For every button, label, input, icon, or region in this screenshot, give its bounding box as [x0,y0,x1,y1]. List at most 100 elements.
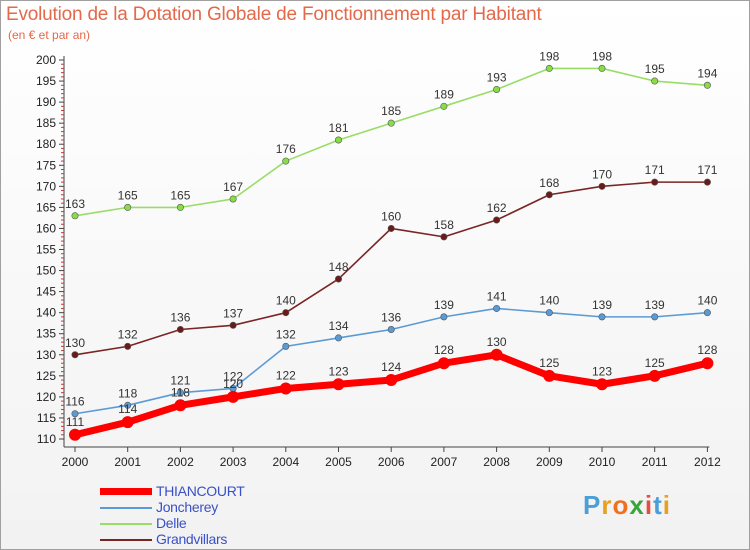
data-label: 170 [592,167,612,181]
legend-label-grandvillars: Grandvillars [156,531,228,547]
data-point [174,399,187,412]
logo-letter: x [629,490,645,520]
chart-title: Evolution de la Dotation Globale de Fonc… [6,4,542,25]
chart-subtitle: (en € et par an) [8,28,91,42]
x-tick-label: 2011 [642,455,668,469]
data-point [493,85,501,93]
data-point [490,348,503,361]
data-label: 130 [487,335,507,349]
data-point [385,374,398,387]
data-point [545,309,553,317]
data-point [334,136,342,144]
data-label: 167 [223,180,243,194]
y-tick-label: 125 [36,369,56,383]
data-point [71,351,79,359]
data-point [440,233,448,241]
data-label: 136 [381,311,401,325]
data-point [648,369,661,382]
data-point [279,382,292,395]
legend-swatch-thiancourt [100,488,152,495]
data-point [387,326,395,334]
data-point [440,313,448,321]
logo-letter: t [653,490,663,520]
y-tick-label: 200 [36,53,56,67]
data-label: 136 [170,311,190,325]
legend-swatch-delle [100,523,152,525]
y-tick-label: 120 [36,390,56,404]
y-tick-label: 185 [36,116,56,130]
data-point [387,119,395,127]
data-label: 118 [171,385,190,399]
data-point [651,77,659,85]
data-point [282,342,290,350]
data-label: 139 [592,298,612,312]
data-label: 123 [328,364,348,378]
data-label: 137 [223,306,243,320]
data-label: 114 [118,402,137,416]
data-label: 160 [381,209,401,223]
y-tick-label: 145 [36,285,56,299]
legend-swatch-grandvillars [100,539,152,541]
legend-label-thiancourt: THIANCOURT [156,483,245,499]
data-point [387,224,395,232]
data-point [703,178,711,186]
data-label: 140 [697,294,717,308]
data-label: 128 [697,343,717,357]
y-tick-label: 115 [37,411,56,425]
y-tick-label: 170 [36,179,56,193]
data-label: 132 [118,327,138,341]
data-point [598,64,606,72]
data-point [229,195,237,203]
data-label: 193 [487,70,507,84]
data-label: 132 [276,327,296,341]
data-label: 123 [592,364,612,378]
y-tick-label: 130 [36,348,56,362]
data-label: 122 [223,369,243,383]
x-tick-label: 2012 [694,455,721,469]
data-point [121,416,134,429]
data-label: 165 [118,188,138,202]
legend-item-delle: Delle [100,515,360,532]
data-point [282,309,290,317]
data-label: 141 [487,289,507,303]
x-tick-label: 2001 [114,455,141,469]
data-label: 118 [118,386,137,400]
data-label: 139 [645,298,665,312]
x-tick-label: 2010 [589,455,616,469]
data-point [176,326,184,334]
data-label: 134 [328,319,348,333]
data-point [334,334,342,342]
x-tick-label: 2003 [220,455,247,469]
data-point [545,191,553,199]
logo-letter: P [583,490,602,520]
x-tick-label: 2006 [378,455,405,469]
data-label: 125 [539,356,559,370]
data-point [282,157,290,165]
x-tick-label: 2008 [483,455,510,469]
data-label: 198 [539,49,559,63]
data-label: 128 [434,343,454,357]
data-point [440,102,448,110]
y-tick-label: 175 [36,158,56,172]
data-point [651,313,659,321]
data-point [124,401,132,409]
y-tick-label: 165 [36,200,56,214]
data-label: 111 [66,415,85,429]
data-point [124,203,132,211]
data-point [124,342,132,350]
data-label: 168 [539,176,559,190]
legend-label-joncherey: Joncherey [156,499,218,515]
data-point [493,304,501,312]
data-point [545,64,553,72]
data-point [703,309,711,317]
data-point [227,390,240,403]
legend-item-grandvillars: Grandvillars [100,531,360,548]
data-label: 171 [697,163,717,177]
y-tick-label: 180 [36,137,56,151]
legend-swatch-joncherey [100,507,152,509]
y-tick-label: 110 [37,432,56,446]
data-label: 140 [539,294,559,308]
data-point [493,216,501,224]
